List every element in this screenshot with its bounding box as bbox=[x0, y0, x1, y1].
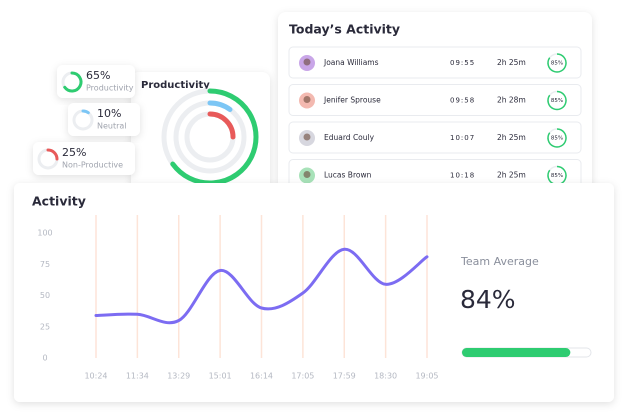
card-background bbox=[14, 183, 614, 402]
chip-arc bbox=[63, 71, 83, 93]
x-tick-label: 11:34 bbox=[126, 372, 149, 381]
start-time: 09:55 bbox=[450, 59, 475, 67]
y-tick-label: 75 bbox=[40, 260, 50, 269]
score-arc bbox=[547, 90, 567, 111]
activity-row bbox=[288, 121, 582, 154]
legend-value: 25% bbox=[62, 146, 86, 159]
user-name: Joana Williams bbox=[323, 58, 379, 67]
y-tick-label: 50 bbox=[40, 291, 50, 300]
y-tick-label: 100 bbox=[37, 229, 52, 238]
start-time: 10:18 bbox=[450, 172, 475, 180]
y-tick-label: 25 bbox=[40, 322, 50, 331]
card-background bbox=[131, 72, 270, 197]
ring-arc bbox=[170, 88, 259, 186]
team-average-value: 84% bbox=[460, 285, 516, 314]
start-time: 09:58 bbox=[450, 97, 475, 105]
avatar-face bbox=[303, 133, 311, 141]
legend-label: Neutral bbox=[97, 122, 127, 131]
legend-value: 10% bbox=[97, 107, 121, 120]
productivity-legend: 65% Productivity 10% Neutral 25% Non-Producti… bbox=[33, 65, 140, 175]
duration: 2h 28m bbox=[497, 96, 526, 105]
activity-line bbox=[94, 247, 429, 325]
ring-arc bbox=[207, 111, 236, 140]
avatar-face bbox=[303, 58, 311, 66]
score-label: 85% bbox=[551, 173, 563, 179]
legend-value: 65% bbox=[86, 69, 110, 82]
card-title: Today’s Activity bbox=[289, 22, 400, 37]
legend-label: Non-Productive bbox=[62, 161, 123, 170]
avatar-face bbox=[303, 96, 311, 103]
team-average-label: Team Average bbox=[460, 255, 539, 268]
legend-label: Productivity bbox=[86, 84, 134, 93]
today-activity-card: Today’s Activity Joana Williams 09:55 2h 2… bbox=[278, 12, 592, 196]
user-name: Lucas Brown bbox=[324, 171, 372, 180]
progress-fill bbox=[462, 348, 571, 357]
start-time: 10:07 bbox=[450, 134, 475, 142]
ring-arc bbox=[207, 100, 233, 112]
score-label: 85% bbox=[551, 136, 563, 142]
x-tick-label: 17:59 bbox=[333, 372, 356, 381]
duration: 2h 25m bbox=[497, 171, 526, 180]
user-name: Eduard Couly bbox=[324, 133, 375, 142]
x-tick-label: 10:24 bbox=[84, 372, 107, 381]
avatar-face bbox=[303, 171, 311, 178]
x-tick-label: 17:05 bbox=[291, 372, 314, 381]
activity-row bbox=[288, 84, 582, 116]
x-tick-label: 13:29 bbox=[167, 372, 190, 381]
x-tick-label: 15:01 bbox=[209, 372, 232, 381]
activity-row bbox=[288, 46, 582, 79]
y-tick-label: 0 bbox=[42, 354, 47, 363]
score-arc bbox=[547, 128, 567, 148]
productivity-card: Productivity bbox=[131, 72, 270, 197]
x-tick-label: 16:14 bbox=[250, 372, 273, 381]
chip-arc bbox=[81, 109, 90, 115]
score-label: 85% bbox=[551, 98, 563, 104]
card-title: Productivity bbox=[141, 80, 210, 91]
chip-arc bbox=[46, 148, 59, 161]
duration: 2h 25m bbox=[497, 133, 526, 142]
score-label: 85% bbox=[551, 61, 563, 67]
x-tick-label: 19:05 bbox=[415, 372, 438, 381]
score-arc bbox=[547, 53, 567, 73]
legend-chip bbox=[33, 142, 135, 175]
activity-card: Activity Team Average 84% 0 25 50 75 100 10:2… bbox=[14, 183, 614, 402]
card-title: Activity bbox=[32, 194, 86, 209]
duration: 2h 25m bbox=[497, 58, 526, 67]
user-name: Jenifer Sprouse bbox=[323, 96, 381, 105]
x-tick-label: 18:30 bbox=[374, 372, 397, 381]
